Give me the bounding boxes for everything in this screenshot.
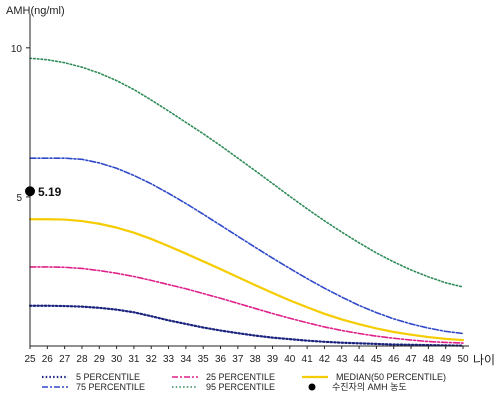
legend-label: 95 PERCENTILE xyxy=(206,382,275,392)
x-tick-label: 37 xyxy=(232,354,244,365)
x-tick-label: 46 xyxy=(388,354,400,365)
x-tick-label: 33 xyxy=(163,354,175,365)
legend-label: 75 PERCENTILE xyxy=(76,382,145,392)
x-tick-label: 36 xyxy=(215,354,227,365)
x-tick-label: 27 xyxy=(59,354,71,365)
legend-label: 25 PERCENTILE xyxy=(206,372,275,382)
x-tick-label: 45 xyxy=(371,354,383,365)
x-tick-label: 41 xyxy=(302,354,314,365)
x-tick-label: 49 xyxy=(440,354,452,365)
patient-amh-value-label: 5.19 xyxy=(38,185,62,199)
series-lines xyxy=(28,57,465,347)
series-line xyxy=(29,266,464,344)
x-tick-label: 40 xyxy=(284,354,296,365)
legend-label: 5 PERCENTILE xyxy=(76,372,140,382)
x-tick-label: 32 xyxy=(146,354,158,365)
x-tick-label: 29 xyxy=(94,354,106,365)
x-tick-label: 42 xyxy=(319,354,331,365)
x-tick-label: 25 xyxy=(24,354,36,365)
patient-amh-marker xyxy=(25,186,35,197)
x-tick-label: 35 xyxy=(198,354,210,365)
x-tick-label: 34 xyxy=(180,354,192,365)
x-tick-label: 26 xyxy=(42,354,54,365)
x-tick-label: 30 xyxy=(111,354,123,365)
y-tick-label: 10 xyxy=(11,44,23,55)
x-tick-label: 43 xyxy=(336,354,348,365)
legend-marker-swatch xyxy=(308,383,316,391)
patient-marker-group: 5.19 xyxy=(25,185,62,199)
x-tick-label: 39 xyxy=(267,354,279,365)
y-axis-title: AMH(ng/ml) xyxy=(6,5,65,17)
legend-label: MEDIAN(50 PERCENTILE) xyxy=(336,372,446,382)
x-tick-label: 44 xyxy=(354,354,366,365)
series-line xyxy=(29,57,464,288)
x-ticks: 25 26 27 28 29 30 31 32 33 34 35 36 37 38 39 40 41 42 43 44… xyxy=(24,346,469,365)
series-line xyxy=(28,304,465,347)
x-tick-label: 31 xyxy=(128,354,140,365)
x-tick-label: 47 xyxy=(405,354,417,365)
x-tick-label: 50 xyxy=(457,354,469,365)
axes: 5 10 25 26 27 28 29 30 31 32 33 34 35 36 37 38 39 40 41 42… xyxy=(6,5,495,367)
series-line xyxy=(29,157,464,335)
x-tick-label: 38 xyxy=(250,354,262,365)
x-tick-label: 48 xyxy=(423,354,435,365)
series-line xyxy=(28,218,465,342)
y-ticks: 5 10 xyxy=(11,44,30,204)
x-tick-label: 28 xyxy=(76,354,88,365)
x-axis-title: 나이 xyxy=(473,353,495,367)
legend: 5 PERCENTILE 25 PERCENTILE MEDIAN(50 PERCE… xyxy=(42,372,446,392)
y-tick-label: 5 xyxy=(16,193,22,204)
legend-label: 수진자의 AMH 농도 xyxy=(332,382,407,392)
